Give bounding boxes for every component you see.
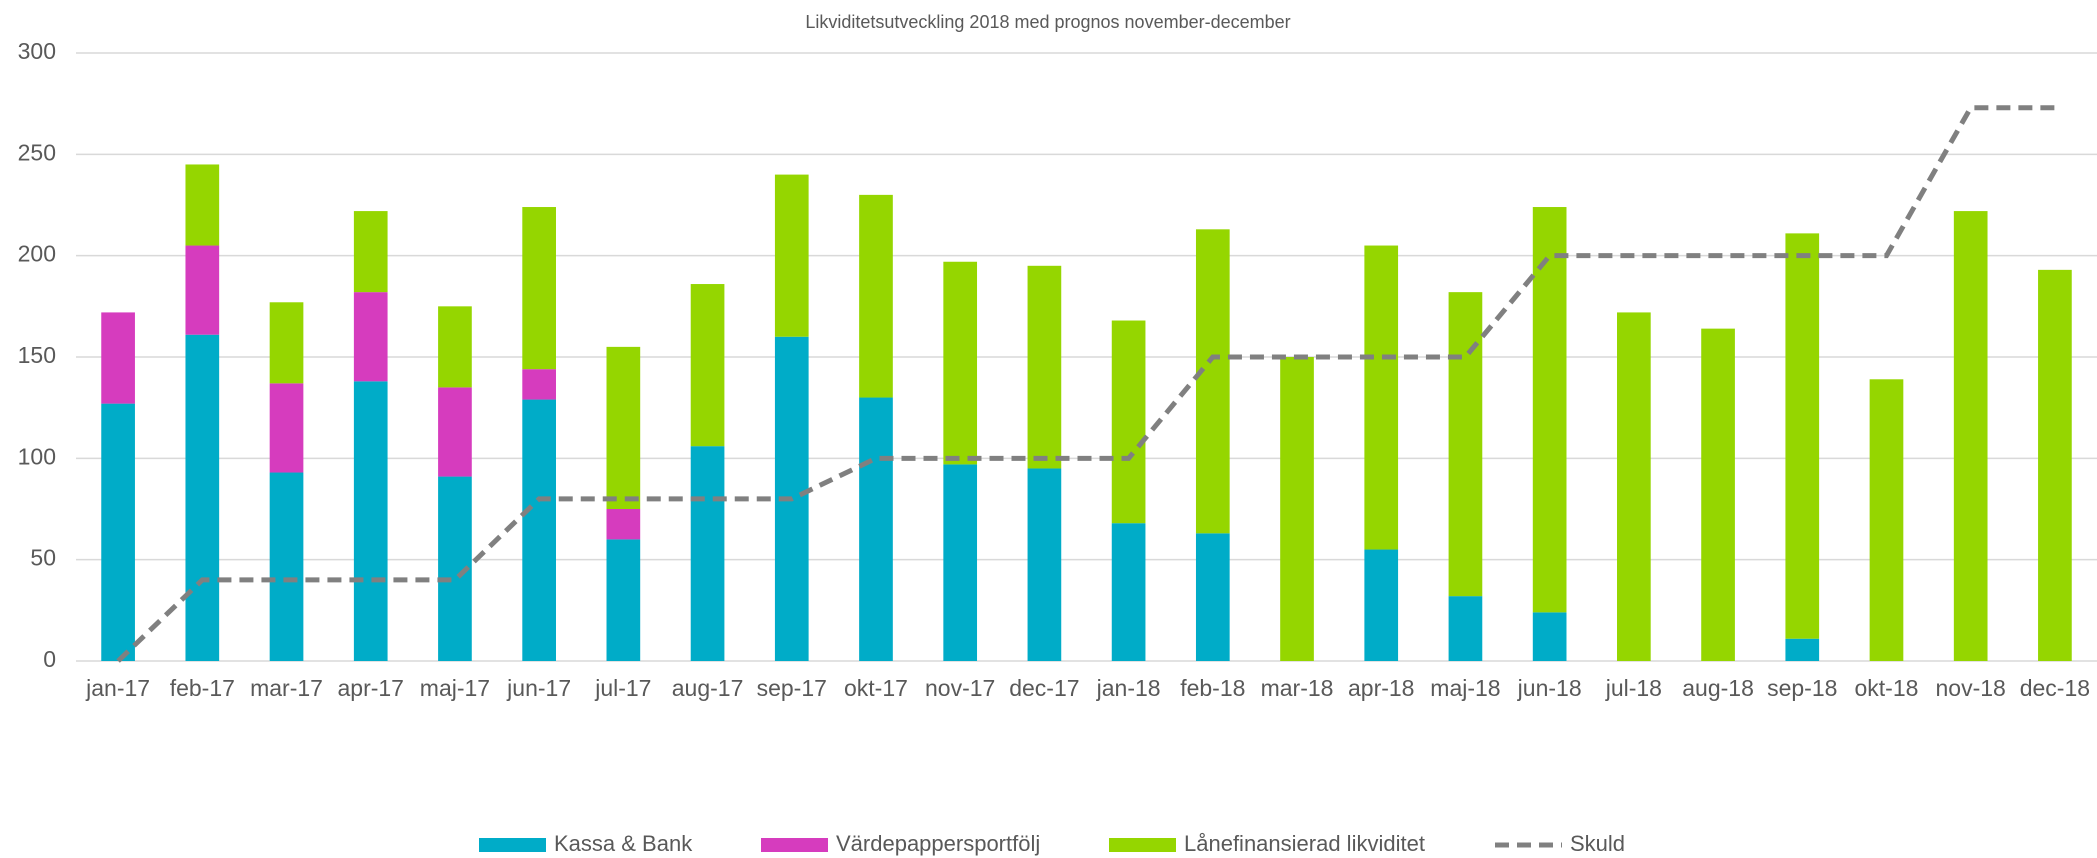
bar-segment — [1111, 320, 1146, 524]
bar-segment — [1027, 468, 1062, 661]
legend-swatch — [1109, 838, 1176, 852]
bar-segment — [943, 464, 978, 661]
y-tick-label: 150 — [18, 342, 56, 368]
bar-segment — [774, 174, 809, 337]
bar-segment — [269, 383, 304, 473]
x-tick-label: sep-17 — [757, 675, 827, 701]
bar-segment — [1532, 207, 1567, 613]
x-tick-label: aug-17 — [672, 675, 744, 701]
bar-segment — [1195, 229, 1230, 534]
bar-segment — [606, 509, 641, 540]
x-tick-label: apr-18 — [1348, 675, 1414, 701]
x-tick-label: okt-18 — [1855, 675, 1919, 701]
x-tick-label: jan-17 — [85, 675, 150, 701]
x-tick-label: aug-18 — [1682, 675, 1754, 701]
x-tick-label: jan-18 — [1096, 675, 1161, 701]
chart-title: Likviditetsutveckling 2018 med prognos n… — [805, 12, 1290, 32]
x-tick-label: okt-17 — [844, 675, 908, 701]
bar-segment — [1953, 211, 1988, 661]
bar-segment — [606, 539, 641, 661]
bar-segment — [1532, 612, 1567, 661]
bar-segment — [438, 387, 472, 477]
legend-label: Lånefinansierad likviditet — [1184, 831, 1425, 856]
x-tick-label: jun-17 — [506, 675, 571, 701]
x-tick-label: dec-17 — [1009, 675, 1079, 701]
bar-segment — [101, 403, 135, 661]
y-tick-label: 100 — [18, 443, 56, 469]
y-tick-label: 0 — [43, 646, 56, 672]
bar-segment — [1448, 292, 1483, 597]
bar-segment — [438, 306, 472, 388]
bar-segment — [522, 369, 556, 400]
bar-segment — [1785, 638, 1820, 661]
x-tick-label: mar-18 — [1261, 675, 1334, 701]
bar-segment — [185, 245, 220, 335]
y-tick-label: 300 — [18, 38, 56, 64]
bar-segment — [1701, 328, 1735, 661]
y-tick-label: 250 — [18, 139, 56, 165]
x-tick-label: nov-17 — [925, 675, 995, 701]
bar-segment — [1448, 596, 1483, 661]
line — [116, 105, 2055, 663]
bar-segment — [269, 302, 304, 384]
bar-segment — [2038, 269, 2072, 661]
legend-swatch — [761, 838, 828, 852]
bar-segment — [353, 292, 388, 382]
y-tick-label: 50 — [30, 545, 56, 571]
legend-swatch — [479, 838, 546, 852]
bar-segment — [1785, 233, 1820, 639]
y-tick-label: 200 — [18, 241, 56, 267]
x-tick-label: mar-17 — [250, 675, 323, 701]
x-tick-label: maj-17 — [420, 675, 490, 701]
bar-segment — [690, 446, 725, 661]
x-tick-label: feb-17 — [170, 675, 235, 701]
legend-label: Värdepappersportfölj — [836, 831, 1040, 856]
x-tick-label: maj-18 — [1430, 675, 1500, 701]
bar-segment — [859, 194, 893, 398]
bar-segment — [101, 312, 135, 404]
bar-segment — [522, 207, 556, 370]
x-tick-label: nov-18 — [1936, 675, 2006, 701]
x-tick-label: dec-18 — [2020, 675, 2090, 701]
bar-segment — [606, 346, 641, 509]
x-tick-label: sep-18 — [1767, 675, 1837, 701]
bar-segment — [690, 284, 725, 447]
bar-segment — [1195, 533, 1230, 661]
bar-segment — [1364, 245, 1399, 550]
bar-segment — [353, 211, 388, 293]
x-tick-label: jun-18 — [1517, 675, 1582, 701]
bar-segment — [185, 334, 220, 661]
x-tick-label: jul-18 — [1605, 675, 1662, 701]
bar-segment — [353, 381, 388, 661]
bar-segment — [943, 261, 978, 465]
legend-label: Skuld — [1570, 831, 1625, 856]
bar-segment — [1027, 265, 1062, 469]
bar-segment — [859, 397, 893, 661]
bar-segment — [1111, 523, 1146, 661]
bar-segment — [522, 399, 556, 661]
x-tick-label: jul-17 — [594, 675, 651, 701]
bar-segment — [185, 164, 220, 246]
bar-segment — [1869, 379, 1904, 661]
legend-label: Kassa & Bank — [554, 831, 693, 856]
bar-segment — [1364, 549, 1399, 661]
bar-segment — [269, 472, 304, 661]
bar-segment — [1280, 357, 1314, 661]
x-tick-label: feb-18 — [1180, 675, 1245, 701]
bar-segment — [1617, 312, 1651, 661]
x-tick-label: apr-17 — [337, 675, 403, 701]
